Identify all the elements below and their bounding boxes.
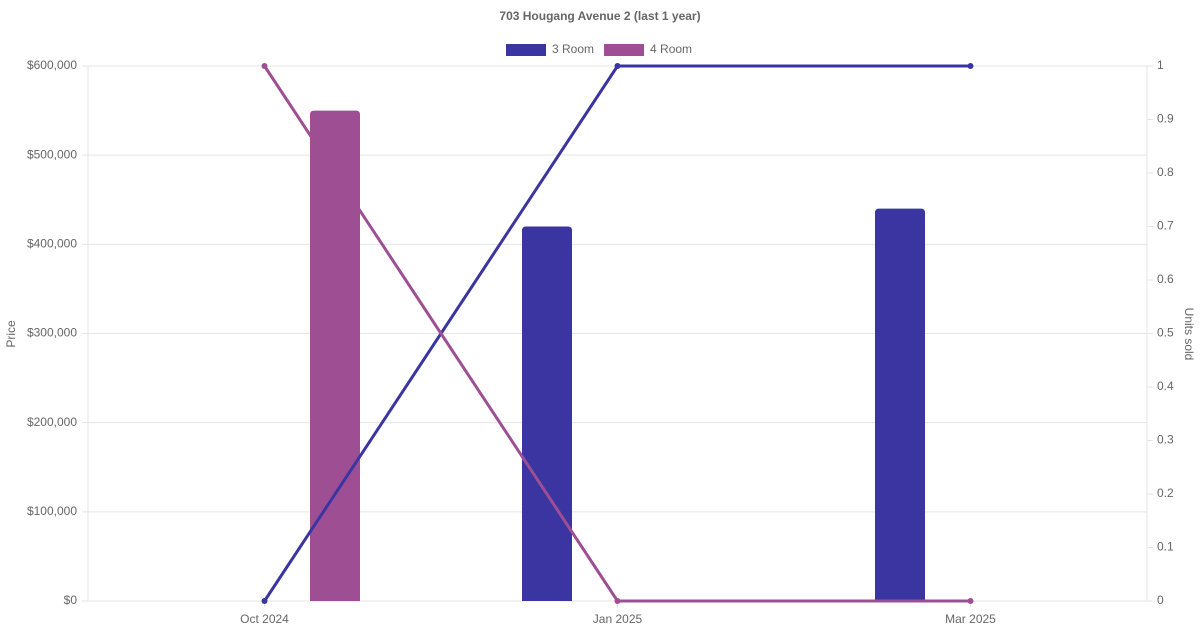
point [261, 598, 268, 604]
chart-title: 703 Hougang Avenue 2 (last 1 year) [499, 9, 700, 23]
bar [522, 226, 572, 601]
y-tick-label: $600,000 [27, 58, 77, 72]
point [614, 63, 621, 69]
bar [875, 208, 925, 601]
y-tick-label: $200,000 [27, 415, 77, 429]
y-tick-label: $100,000 [27, 504, 77, 518]
x-tick-label: Mar 2025 [945, 612, 996, 626]
y2-tick-label: 0.8 [1157, 165, 1174, 179]
y-tick-label: $400,000 [27, 237, 77, 251]
bar [310, 110, 360, 601]
y2-tick-label: 0.3 [1157, 433, 1174, 447]
y2-tick-label: 0.4 [1157, 379, 1174, 393]
y2-tick-label: 0.1 [1157, 540, 1174, 554]
y2-tick-label: 0.6 [1157, 272, 1174, 286]
legend-label: 3 Room [552, 42, 594, 56]
legend-swatch [604, 44, 645, 56]
y-tick-label: $0 [64, 593, 78, 607]
y-axis-title: Price [4, 320, 18, 348]
legend-label: 4 Room [650, 42, 692, 56]
y2-tick-label: 0.7 [1157, 219, 1174, 233]
y2-tick-label: 0.9 [1157, 112, 1174, 126]
legend-swatch [506, 44, 546, 56]
x-tick-label: Oct 2024 [240, 612, 289, 626]
y-tick-label: $500,000 [27, 147, 77, 161]
y2-axis-title: Units sold [1182, 308, 1196, 361]
point [967, 598, 974, 604]
point [967, 63, 974, 69]
point [261, 63, 268, 69]
y2-tick-label: 1 [1157, 58, 1164, 72]
y2-tick-label: 0.5 [1157, 326, 1174, 340]
x-tick-label: Jan 2025 [593, 612, 643, 626]
y2-tick-label: 0.2 [1157, 486, 1174, 500]
y2-tick-label: 0 [1157, 593, 1164, 607]
point [614, 598, 621, 604]
y-tick-label: $300,000 [27, 326, 77, 340]
